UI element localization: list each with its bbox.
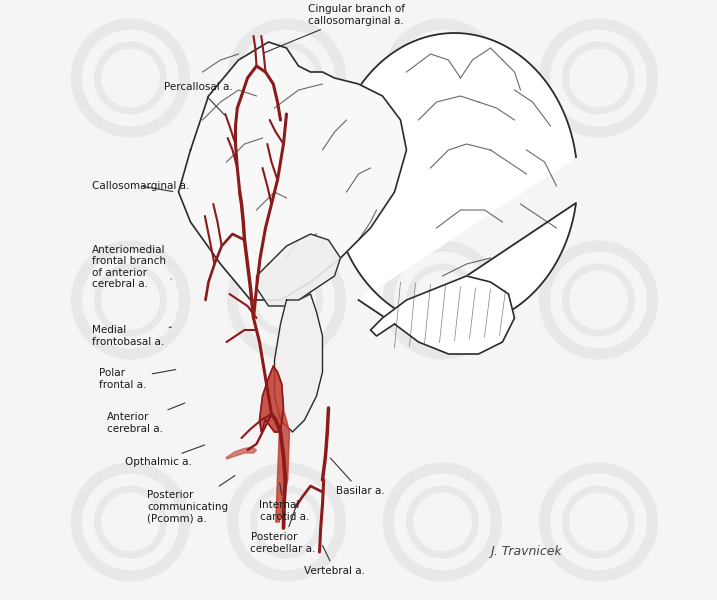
Text: Posterior
communicating
(Pcomm) a.: Posterior communicating (Pcomm) a. bbox=[147, 476, 235, 524]
Polygon shape bbox=[257, 234, 341, 306]
Polygon shape bbox=[179, 42, 407, 300]
Text: Callosomarginal a.: Callosomarginal a. bbox=[92, 181, 189, 191]
Text: Internal
carotid a.: Internal carotid a. bbox=[260, 483, 309, 522]
Polygon shape bbox=[275, 294, 323, 432]
Polygon shape bbox=[260, 366, 283, 432]
Text: Anterior
cerebral a.: Anterior cerebral a. bbox=[107, 403, 185, 434]
Text: Medial
frontobasal a.: Medial frontobasal a. bbox=[92, 325, 171, 347]
Text: J. Travnicek: J. Travnicek bbox=[490, 545, 562, 558]
Text: Vertebral a.: Vertebral a. bbox=[305, 545, 366, 576]
Text: Cingular branch of
callosomarginal a.: Cingular branch of callosomarginal a. bbox=[264, 4, 404, 53]
Text: Posterior
cerebellar a.: Posterior cerebellar a. bbox=[250, 505, 316, 554]
Text: Polar
frontal a.: Polar frontal a. bbox=[99, 368, 176, 390]
Polygon shape bbox=[227, 447, 257, 459]
Text: Anteriomedial
frontal branch
of anterior
cerebral a.: Anteriomedial frontal branch of anterior… bbox=[92, 245, 171, 289]
Polygon shape bbox=[371, 276, 515, 354]
Text: Basilar a.: Basilar a. bbox=[331, 458, 384, 496]
Text: Percallosal a.: Percallosal a. bbox=[163, 82, 232, 115]
Text: Opthalmic a.: Opthalmic a. bbox=[125, 445, 204, 467]
Polygon shape bbox=[331, 33, 576, 327]
Polygon shape bbox=[276, 408, 290, 522]
